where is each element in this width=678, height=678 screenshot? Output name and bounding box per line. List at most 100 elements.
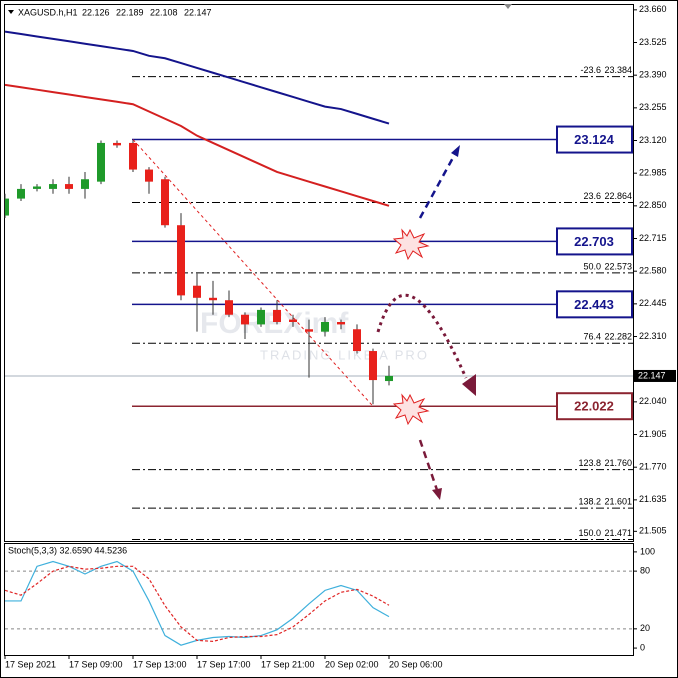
candle-body bbox=[321, 322, 329, 332]
y-tick-label: 23.255 bbox=[639, 102, 667, 112]
moving-average bbox=[4, 30, 390, 125]
y-tick-label: 23.390 bbox=[639, 70, 667, 80]
watermark-tagline: TRADING LIKE A PRO bbox=[260, 347, 429, 362]
y-tick-label: 23.120 bbox=[639, 135, 667, 145]
candle-body bbox=[273, 309, 281, 323]
x-tick-label: 17 Sep 21:00 bbox=[261, 659, 315, 669]
y-tick-label: 22.850 bbox=[639, 200, 667, 210]
y-tick-label: 21.905 bbox=[639, 429, 667, 439]
quote-value: 22.189 bbox=[116, 7, 144, 17]
y-tick-label: 22.040 bbox=[639, 396, 667, 406]
x-tick-label: 17 Sep 13:00 bbox=[133, 659, 187, 669]
y-tick-label: 20 bbox=[640, 623, 650, 633]
y-tick-label: 22.985 bbox=[639, 168, 667, 178]
fib-ratio: 23.6 bbox=[583, 191, 601, 201]
candle-body bbox=[337, 322, 345, 325]
candle-body bbox=[129, 142, 137, 170]
menu-triangle bbox=[8, 10, 14, 14]
y-tick-label: 0 bbox=[640, 642, 645, 652]
candle-body bbox=[225, 300, 233, 315]
fib-price: 21.760 bbox=[604, 458, 632, 468]
x-tick-label: 20 Sep 02:00 bbox=[325, 659, 379, 669]
candle-body bbox=[353, 329, 361, 352]
y-tick-label: 21.635 bbox=[639, 494, 667, 504]
x-tick-label: 17 Sep 2021 bbox=[5, 659, 56, 669]
fib-price: 22.282 bbox=[604, 332, 632, 342]
quote-value: 22.126 bbox=[82, 7, 110, 17]
y-tick-label: 22.445 bbox=[639, 298, 667, 308]
x-tick-label: 20 Sep 06:00 bbox=[389, 659, 443, 669]
candle-body bbox=[193, 285, 201, 298]
level-box bbox=[556, 227, 633, 256]
candle-body bbox=[49, 184, 57, 189]
fib-ratio: 138.2 bbox=[578, 496, 601, 506]
fib-ratio: -23.6 bbox=[580, 65, 601, 75]
fib-price: 23.384 bbox=[604, 65, 632, 75]
moving-average bbox=[4, 83, 390, 207]
candle-body bbox=[209, 297, 217, 301]
y-tick-label: 80 bbox=[640, 565, 650, 575]
annotations bbox=[376, 145, 476, 500]
arrow-down bbox=[418, 439, 439, 491]
candle-body bbox=[385, 375, 393, 382]
symbol-title: XAGUSD.h,H1 bbox=[18, 7, 78, 17]
burst bbox=[392, 228, 430, 261]
candle-body bbox=[289, 319, 297, 323]
fib-price: 22.864 bbox=[604, 191, 632, 201]
fib-price: 21.471 bbox=[604, 528, 632, 538]
candle-body bbox=[177, 225, 185, 296]
arrow-head bbox=[462, 374, 476, 396]
fib-ratio: 123.8 bbox=[578, 458, 601, 468]
x-tick-label: 17 Sep 09:00 bbox=[69, 659, 123, 669]
candle-body bbox=[97, 142, 105, 182]
stoch-title: Stoch(5,3,3) 32.6590 44.5236 bbox=[8, 545, 127, 555]
y-tick-label: 22.310 bbox=[639, 331, 667, 341]
level-label: 23.124 bbox=[574, 132, 615, 147]
arrow-head bbox=[432, 488, 442, 500]
level-box bbox=[556, 290, 633, 319]
fib-price: 22.573 bbox=[604, 261, 632, 271]
y-tick-label: 22.715 bbox=[639, 233, 667, 243]
main-panel bbox=[4, 4, 634, 542]
current-price-box bbox=[634, 369, 676, 382]
level-label: 22.703 bbox=[574, 234, 614, 249]
stoch-line bbox=[4, 565, 390, 642]
candle-body bbox=[369, 351, 377, 381]
burst bbox=[392, 393, 430, 426]
arrow-head bbox=[451, 145, 460, 157]
candle-body bbox=[17, 188, 25, 199]
fib-ratio: 76.4 bbox=[583, 332, 601, 342]
fib-ratio: 50.0 bbox=[583, 261, 601, 271]
y-tick-label: 23.525 bbox=[639, 37, 667, 47]
candle-body bbox=[241, 314, 249, 325]
level-box bbox=[556, 125, 633, 154]
candle-body bbox=[145, 169, 153, 182]
y-tick-label: 100 bbox=[640, 546, 655, 556]
y-tick-label: 21.505 bbox=[639, 526, 667, 536]
quote-value: 22.108 bbox=[150, 7, 178, 17]
candle-body bbox=[5, 198, 9, 216]
scroll-marker bbox=[504, 4, 512, 9]
candle-body bbox=[305, 329, 313, 332]
candle-body bbox=[161, 179, 169, 226]
candle-body bbox=[81, 179, 89, 189]
level-box bbox=[556, 392, 633, 421]
candle-body bbox=[257, 309, 265, 325]
current-price-label: 22.147 bbox=[638, 370, 666, 380]
y-tick-label: 23.660 bbox=[639, 4, 667, 14]
candle-body bbox=[65, 184, 73, 189]
arrow-curve bbox=[376, 293, 468, 379]
level-label: 22.443 bbox=[574, 297, 614, 312]
fib-ratio: 150.0 bbox=[578, 528, 601, 538]
y-tick-label: 21.770 bbox=[639, 462, 667, 472]
x-tick-label: 17 Sep 17:00 bbox=[197, 659, 251, 669]
level-label: 22.022 bbox=[574, 399, 614, 414]
quote-value: 22.147 bbox=[184, 7, 212, 17]
arrow-up bbox=[418, 153, 457, 219]
candle-body bbox=[33, 186, 41, 189]
stoch-panel bbox=[4, 543, 634, 656]
fib-price: 21.601 bbox=[604, 496, 632, 506]
candle-body bbox=[113, 142, 121, 146]
